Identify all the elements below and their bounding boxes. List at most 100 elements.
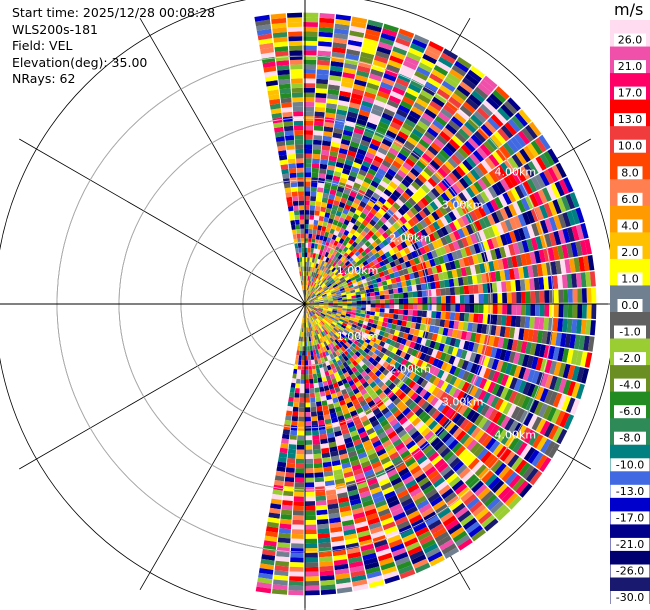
ray-gate xyxy=(570,242,579,257)
ray-gate xyxy=(375,299,381,304)
ray-gate xyxy=(311,163,320,169)
ray-gate xyxy=(318,31,333,38)
ray-gate xyxy=(403,292,409,298)
ray-gate xyxy=(364,561,380,570)
ray-gate xyxy=(458,404,468,416)
ray-gate xyxy=(527,161,539,176)
ray-gate xyxy=(432,231,441,240)
ray-gate xyxy=(457,538,473,551)
azimuth-spoke xyxy=(139,18,306,305)
ray-gate xyxy=(431,240,440,250)
ray-gate xyxy=(327,432,335,439)
ray-gate xyxy=(522,381,532,395)
ray-gate xyxy=(296,233,301,239)
ray-gate xyxy=(405,479,417,489)
ray-gate xyxy=(316,258,321,264)
ray-gate xyxy=(384,294,390,300)
ray-gate xyxy=(348,329,355,334)
ray-gate xyxy=(283,424,291,430)
ray-gate xyxy=(469,184,480,196)
colorbar-tick-box xyxy=(617,192,643,206)
ray-gate xyxy=(300,266,303,272)
ray-gate xyxy=(509,230,517,243)
ray-gate xyxy=(333,127,344,135)
ray-gate xyxy=(299,210,305,215)
ray-gate xyxy=(273,574,289,581)
ray-gate xyxy=(449,457,461,469)
ray-gate xyxy=(335,332,340,338)
ray-gate xyxy=(362,208,370,216)
ray-gate xyxy=(323,300,329,302)
ray-gate xyxy=(318,348,322,354)
ray-gate xyxy=(317,45,332,52)
ray-gate xyxy=(327,89,340,96)
ray-gate xyxy=(300,379,305,384)
ray-gate xyxy=(307,355,311,361)
ray-gate xyxy=(328,243,333,249)
ray-gate xyxy=(329,446,338,453)
ray-gate xyxy=(535,236,543,250)
ray-gate xyxy=(368,356,375,364)
ray-gate xyxy=(527,143,539,158)
ray-gate xyxy=(351,241,358,248)
ray-gate xyxy=(266,526,279,533)
ray-gate xyxy=(370,138,382,147)
ray-gate xyxy=(435,208,444,219)
ray-gate xyxy=(451,347,459,357)
ray-gate xyxy=(457,358,465,369)
ray-gate xyxy=(382,176,392,185)
ray-gate xyxy=(436,88,451,100)
ray-gate xyxy=(531,356,539,370)
ray-gate xyxy=(441,543,457,555)
ray-gate xyxy=(317,309,323,313)
ray-gate xyxy=(520,444,532,459)
ray-gate xyxy=(471,196,482,208)
ray-gate xyxy=(376,219,385,227)
ray-gate xyxy=(354,370,361,377)
ray-gate xyxy=(297,435,305,441)
ray-gate xyxy=(440,263,447,272)
ray-gate xyxy=(380,81,393,91)
ray-gate xyxy=(321,342,326,348)
ray-gate xyxy=(355,521,368,529)
ray-gate xyxy=(422,253,429,262)
ray-gate xyxy=(340,172,349,180)
ray-gate xyxy=(340,404,348,411)
ray-gate xyxy=(421,310,427,318)
ray-gate xyxy=(349,170,358,178)
ray-gate xyxy=(395,325,402,331)
ray-gate xyxy=(513,352,521,365)
ray-gate xyxy=(309,300,314,303)
ray-gate xyxy=(392,202,401,211)
ray-gate xyxy=(385,338,392,345)
ray-gate xyxy=(303,280,305,286)
ray-gate xyxy=(375,362,382,370)
ray-gate xyxy=(497,429,508,443)
colorbar-tick-label: 4.0 xyxy=(621,219,639,232)
ray-gate xyxy=(351,574,367,582)
ray-gate xyxy=(378,286,384,291)
ray-gate xyxy=(301,317,304,323)
ray-gate xyxy=(300,374,305,380)
ray-gate xyxy=(318,296,323,300)
ray-gate xyxy=(323,301,329,303)
ray-gate xyxy=(406,347,414,355)
ray-gate xyxy=(462,174,473,186)
ray-gate xyxy=(417,187,427,197)
ray-gate xyxy=(580,223,589,239)
ray-gate xyxy=(473,243,481,254)
ray-gate xyxy=(410,465,422,475)
ray-gate xyxy=(337,444,346,451)
ray-gate xyxy=(463,285,470,295)
ray-gate xyxy=(326,203,333,209)
ray-gate xyxy=(337,206,344,213)
ray-gate xyxy=(276,60,290,66)
ray-gate xyxy=(471,528,486,542)
ray-gate xyxy=(581,288,587,303)
ray-gate xyxy=(511,304,517,315)
ray-gate xyxy=(352,339,359,345)
ray-gate xyxy=(432,358,440,367)
ray-gate xyxy=(562,363,571,379)
ray-gate xyxy=(457,486,471,499)
ray-gate xyxy=(373,287,380,292)
